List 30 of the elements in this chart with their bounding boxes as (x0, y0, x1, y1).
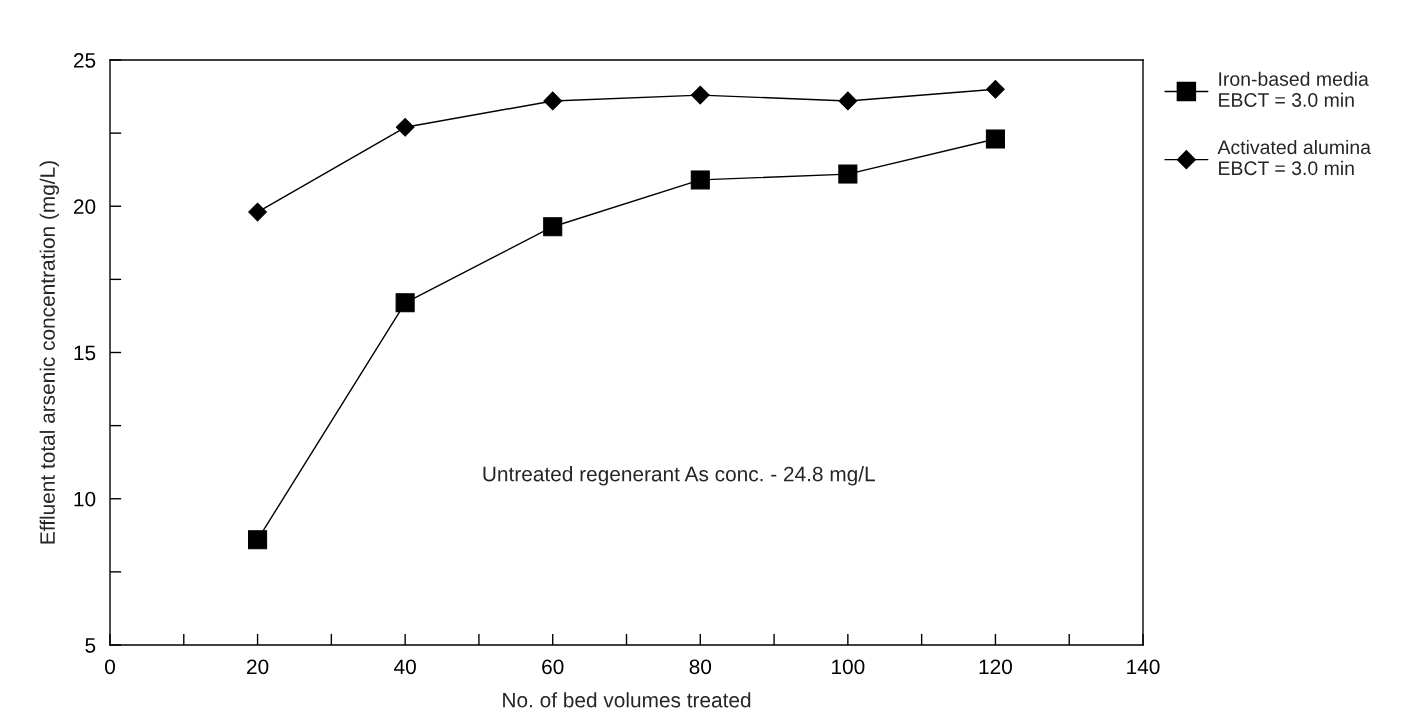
point (985, 129, 1005, 149)
annotation: Untreated regenerant As conc. - 24.8 mg/L (483, 466, 875, 486)
point (248, 530, 268, 550)
y-tick-label: 20 (73, 199, 96, 214)
point (986, 79, 1005, 99)
x-tick-label: 80 (689, 659, 712, 675)
y-axis-title: Effluent total arsenic concentration (mg/L) (39, 161, 60, 544)
point (690, 85, 710, 105)
point (543, 217, 563, 237)
point (248, 202, 267, 222)
x-tick-label: 120 (979, 659, 1012, 675)
x-axis-title: No. of bed volumes treated (503, 692, 751, 708)
x-tick-label: 20 (247, 659, 269, 675)
point (690, 170, 710, 190)
x-tick-label: 60 (542, 659, 564, 675)
x-tick-label: 40 (394, 659, 416, 675)
point (395, 117, 415, 137)
point (838, 164, 858, 184)
legend-label: Iron-based media EBCT = 3.0 min (1219, 71, 1369, 107)
point (838, 91, 858, 111)
y-tick-label: 10 (74, 491, 96, 507)
legend-label: Activated alumina EBCT = 3.0 min (1217, 139, 1371, 176)
x-tick-label: 0 (105, 659, 115, 675)
y-tick-label: 15 (74, 345, 96, 361)
point (543, 91, 563, 111)
point (395, 293, 415, 313)
y-tick-label: 5 (85, 638, 96, 653)
x-tick-label: 140 (1127, 659, 1160, 675)
x-tick-label: 100 (832, 659, 865, 675)
y-tick-label: 25 (73, 53, 96, 68)
